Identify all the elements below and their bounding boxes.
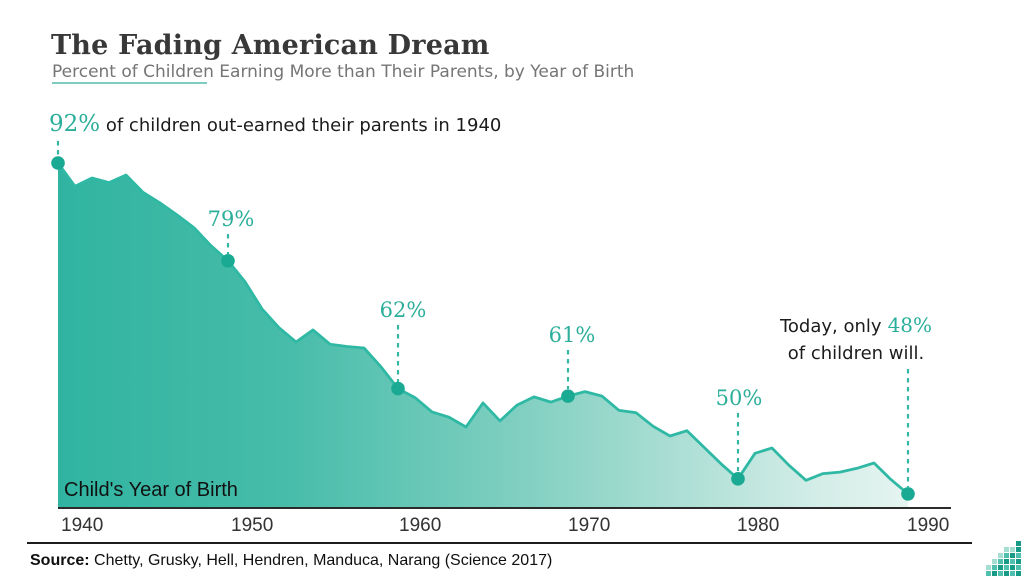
logo-square xyxy=(1016,559,1021,564)
logo-square xyxy=(986,571,991,576)
annotation-1940-text: of children out-earned their parents in … xyxy=(100,115,502,136)
source-credit: Source: Chetty, Grusky, Hell, Hendren, M… xyxy=(30,550,552,572)
label-79-pct: 79% xyxy=(207,207,255,231)
logo-square xyxy=(1004,553,1009,558)
data-point-1980 xyxy=(731,472,745,486)
logo-square xyxy=(1010,565,1015,570)
x-tick-1990: 1990 xyxy=(907,515,950,536)
annotation-today: Today, only 48% of children will. xyxy=(756,312,956,367)
logo-square xyxy=(1016,565,1021,570)
logo-bar-6 xyxy=(1016,541,1021,576)
x-tick-1980: 1980 xyxy=(737,515,780,536)
annotation-today-pct: 48% xyxy=(887,313,933,337)
logo-bar-2 xyxy=(992,559,997,576)
data-point-1970 xyxy=(561,389,575,403)
data-point-1960 xyxy=(391,381,405,396)
page-title: The Fading American Dream xyxy=(51,30,490,61)
logo-square xyxy=(1004,547,1009,552)
x-tick-1950: 1950 xyxy=(231,515,274,536)
logo-square xyxy=(998,553,1003,558)
data-point-dots xyxy=(51,156,915,501)
x-tick-1940: 1940 xyxy=(61,515,104,536)
logo-square xyxy=(1004,571,1009,576)
data-point-1950 xyxy=(221,253,235,268)
annotation-today-pre: Today, only xyxy=(779,316,882,337)
annotation-today-line1: Today, only 48% xyxy=(756,312,956,340)
logo-bar-1 xyxy=(986,565,991,576)
logo-square xyxy=(1010,559,1015,564)
data-point-1940 xyxy=(51,156,65,170)
logo-bar-5 xyxy=(1010,547,1015,576)
logo-square xyxy=(1016,571,1021,576)
logo-square xyxy=(998,559,1003,564)
logo-square xyxy=(992,559,997,564)
label-50-pct: 50% xyxy=(715,386,763,410)
x-tick-1960: 1960 xyxy=(399,515,442,536)
logo-square xyxy=(992,571,997,576)
trend-line xyxy=(56,162,909,495)
footer-divider xyxy=(27,542,972,544)
logo-square xyxy=(986,565,991,570)
logo-square xyxy=(1016,541,1021,546)
chart-subtitle: Percent of Children Earning More than Th… xyxy=(52,62,635,82)
logo-square xyxy=(998,565,1003,570)
logo-bar-3 xyxy=(998,553,1003,576)
logo-square xyxy=(1016,547,1021,552)
data-point-1990 xyxy=(901,487,915,501)
annotation-today-line2: of children will. xyxy=(787,343,925,364)
logo-square xyxy=(1004,565,1009,570)
logo-square xyxy=(992,565,997,570)
label-61-pct: 61% xyxy=(548,323,596,347)
label-62-pct: 62% xyxy=(379,298,427,322)
logo-square xyxy=(1004,559,1009,564)
logo-square xyxy=(1010,553,1015,558)
area-fill xyxy=(58,163,908,508)
annotation-1940: 92% of children out-earned their parents… xyxy=(49,110,501,140)
x-axis-title: Child's Year of Birth xyxy=(64,479,238,501)
annotation-1940-pct: 92% xyxy=(49,111,101,137)
logo-square xyxy=(998,571,1003,576)
logo-square xyxy=(1016,553,1021,558)
subtitle-underline xyxy=(52,82,207,84)
x-tick-1970: 1970 xyxy=(568,515,611,536)
logo-bar-4 xyxy=(1004,547,1009,576)
publisher-logo-bars-icon xyxy=(986,541,1021,576)
source-text: Chetty, Grusky, Hell, Hendren, Manduca, … xyxy=(89,552,553,569)
logo-square xyxy=(1010,571,1015,576)
logo-square xyxy=(1010,547,1015,552)
source-label: Source: xyxy=(30,552,90,569)
callout-dashed-lines xyxy=(56,141,910,487)
